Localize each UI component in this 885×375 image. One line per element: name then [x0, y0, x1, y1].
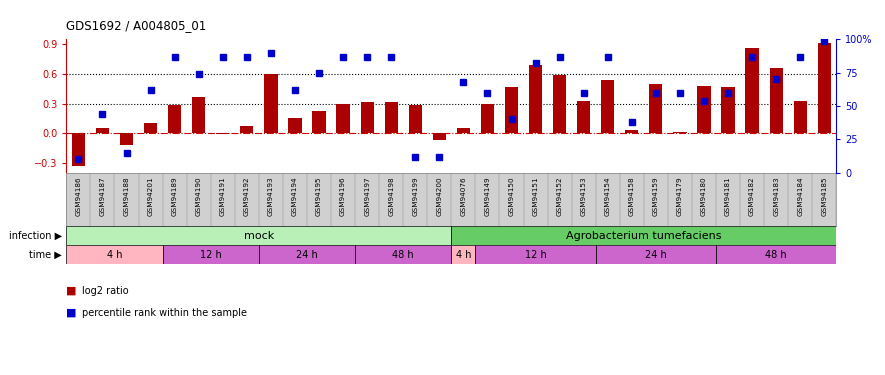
Text: GSM94158: GSM94158 — [629, 177, 635, 216]
Bar — [409, 105, 422, 133]
Text: time ▶: time ▶ — [29, 250, 62, 260]
Text: GSM94189: GSM94189 — [172, 177, 178, 216]
Text: 12 h: 12 h — [525, 250, 546, 260]
Bar — [818, 44, 831, 133]
Text: GSM94191: GSM94191 — [219, 177, 226, 216]
Text: 24 h: 24 h — [296, 250, 318, 260]
Bar — [265, 74, 278, 133]
Text: GSM94190: GSM94190 — [196, 177, 202, 216]
Bar — [673, 132, 687, 133]
Bar — [475, 245, 596, 264]
Bar — [650, 84, 663, 133]
Bar — [481, 104, 494, 133]
Bar — [119, 133, 133, 145]
Text: percentile rank within the sample: percentile rank within the sample — [82, 308, 247, 318]
Bar — [457, 128, 470, 133]
Bar — [312, 111, 326, 133]
Text: GSM94150: GSM94150 — [509, 177, 514, 216]
Text: GSM94180: GSM94180 — [701, 177, 707, 216]
Text: GSM94192: GSM94192 — [244, 177, 250, 216]
Text: GSM94188: GSM94188 — [124, 177, 129, 216]
Text: infection ▶: infection ▶ — [9, 231, 62, 240]
Bar — [289, 118, 302, 133]
Text: GSM94149: GSM94149 — [484, 177, 490, 216]
Bar — [66, 226, 451, 245]
Text: GSM94182: GSM94182 — [749, 177, 755, 216]
Text: 12 h: 12 h — [200, 250, 221, 260]
Bar — [721, 87, 735, 133]
Bar — [192, 97, 205, 133]
Text: GSM94152: GSM94152 — [557, 177, 563, 216]
Bar — [336, 104, 350, 133]
Bar — [794, 100, 807, 133]
Text: GSM94076: GSM94076 — [460, 177, 466, 216]
Bar — [385, 102, 398, 133]
Text: GSM94187: GSM94187 — [99, 177, 105, 216]
Bar — [163, 245, 258, 264]
Text: ■: ■ — [66, 308, 77, 318]
Bar — [577, 100, 590, 133]
Text: 4 h: 4 h — [107, 250, 122, 260]
Text: mock: mock — [243, 231, 274, 240]
Text: GSM94184: GSM94184 — [797, 177, 804, 216]
Text: 48 h: 48 h — [766, 250, 787, 260]
Text: GSM94183: GSM94183 — [773, 177, 779, 216]
Text: 48 h: 48 h — [392, 250, 414, 260]
Bar — [355, 245, 451, 264]
Text: GSM94185: GSM94185 — [821, 177, 827, 216]
Bar — [360, 102, 373, 133]
Text: GSM94181: GSM94181 — [725, 177, 731, 216]
Bar — [553, 75, 566, 133]
Text: GSM94200: GSM94200 — [436, 177, 442, 216]
Text: GDS1692 / A004805_01: GDS1692 / A004805_01 — [66, 19, 206, 32]
Bar — [697, 86, 711, 133]
Text: GSM94151: GSM94151 — [533, 177, 539, 216]
Text: GSM94154: GSM94154 — [604, 177, 611, 216]
Bar — [716, 245, 836, 264]
Bar — [144, 123, 158, 133]
Bar — [451, 245, 475, 264]
Text: GSM94201: GSM94201 — [148, 177, 154, 216]
Bar — [596, 245, 716, 264]
Text: GSM94199: GSM94199 — [412, 177, 419, 216]
Text: ■: ■ — [66, 286, 77, 296]
Text: GSM94159: GSM94159 — [653, 177, 658, 216]
Text: Agrobacterium tumefaciens: Agrobacterium tumefaciens — [566, 231, 721, 240]
Bar — [601, 80, 614, 133]
Bar — [745, 48, 758, 133]
Bar — [433, 133, 446, 140]
Text: GSM94195: GSM94195 — [316, 177, 322, 216]
Text: GSM94179: GSM94179 — [677, 177, 683, 216]
Bar — [770, 68, 783, 133]
Bar — [625, 130, 638, 133]
Text: 4 h: 4 h — [456, 250, 471, 260]
Text: 24 h: 24 h — [645, 250, 666, 260]
Text: GSM94197: GSM94197 — [364, 177, 370, 216]
Bar — [529, 65, 543, 133]
Bar — [240, 126, 253, 133]
Text: GSM94153: GSM94153 — [581, 177, 587, 216]
Bar — [504, 87, 518, 133]
Bar — [216, 133, 229, 134]
Bar — [72, 133, 85, 166]
Text: log2 ratio: log2 ratio — [82, 286, 129, 296]
Text: GSM94194: GSM94194 — [292, 177, 298, 216]
Bar — [66, 245, 163, 264]
Text: GSM94186: GSM94186 — [75, 177, 81, 216]
Text: GSM94196: GSM94196 — [340, 177, 346, 216]
Bar — [96, 128, 109, 133]
Bar — [451, 226, 836, 245]
Text: GSM94198: GSM94198 — [389, 177, 394, 216]
Bar — [258, 245, 355, 264]
Text: GSM94193: GSM94193 — [268, 177, 273, 216]
Bar — [168, 105, 181, 133]
